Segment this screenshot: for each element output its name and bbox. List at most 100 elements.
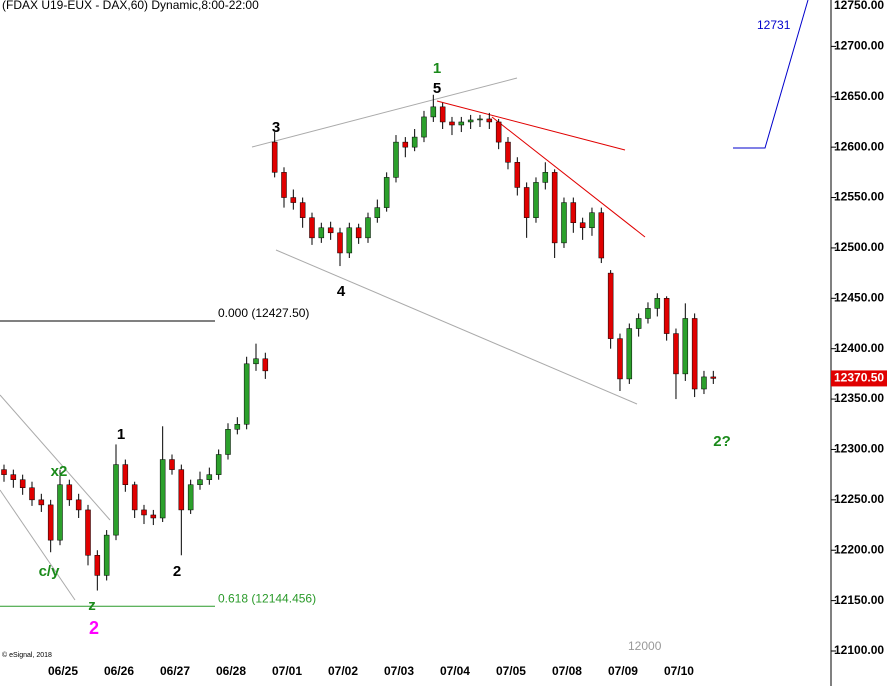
candle-body	[551, 172, 558, 244]
x-tick-label: 07/10	[664, 664, 694, 678]
candle-body	[150, 514, 157, 519]
candle-body	[75, 499, 82, 511]
candle-body	[131, 484, 138, 511]
candle-body	[421, 116, 427, 138]
y-tick-label: 12650.00	[834, 89, 884, 103]
candle-body	[701, 376, 707, 390]
candle-body	[505, 141, 511, 163]
candle-body	[570, 202, 577, 223]
trend-line	[0, 489, 76, 601]
candle-body	[262, 358, 269, 372]
wave-label: c/y	[39, 563, 61, 580]
chart-title: (FDAX U19-EUX - DAX,60) Dynamic,8:00-22:…	[2, 0, 259, 12]
candle-body	[337, 232, 343, 254]
y-tick-label: 12350.00	[834, 391, 884, 405]
y-tick-label: 12750.00	[834, 0, 884, 12]
y-tick-label: 12450.00	[834, 290, 884, 304]
candle-body	[94, 555, 101, 576]
candle-body	[355, 227, 362, 239]
trend-line	[251, 77, 518, 148]
wave-label: 4	[337, 283, 346, 300]
level-label: 0.000 (12427.50)	[218, 306, 309, 320]
candle-body	[225, 429, 231, 455]
candle-body	[103, 534, 110, 576]
x-tick-label: 07/09	[608, 664, 638, 678]
x-tick-label: 06/27	[160, 664, 190, 678]
candle-body	[187, 484, 194, 511]
candle-body	[645, 308, 651, 319]
candle-body	[682, 318, 689, 375]
candle-body	[1, 469, 7, 475]
candle-body	[215, 454, 222, 475]
candle-body	[243, 363, 250, 425]
candle-body	[374, 207, 381, 218]
candle-body	[626, 328, 633, 380]
x-tick-label: 07/08	[552, 664, 582, 678]
last-price-label: 12370.50	[834, 371, 884, 385]
candle-body	[402, 141, 409, 148]
y-tick-label: 12600.00	[834, 139, 884, 153]
wave-label: 2	[173, 563, 181, 580]
footnote: 12000	[628, 639, 662, 653]
level-label: 0.618 (12144.456)	[218, 591, 316, 605]
projection-line	[733, 0, 809, 149]
wave-label: x2	[51, 463, 68, 480]
y-tick-label: 12200.00	[834, 542, 884, 556]
candle-body	[673, 333, 679, 375]
wave-label: 5	[433, 80, 441, 97]
y-tick-label: 12100.00	[834, 643, 884, 657]
wave-label: 1	[117, 426, 125, 443]
y-tick-label: 12150.00	[834, 593, 884, 607]
candle-body	[206, 474, 213, 480]
candle-body	[411, 136, 418, 148]
target-label: 12731	[757, 18, 791, 32]
copyright: © eSignal, 2018	[2, 651, 52, 659]
wave-label: 3	[272, 119, 280, 136]
candle-body	[477, 118, 483, 121]
candle-body	[654, 298, 661, 309]
trend-line	[436, 100, 626, 151]
candle-body	[607, 272, 614, 339]
candle-body	[617, 338, 623, 380]
candle-body	[19, 479, 26, 489]
candle-body	[178, 469, 185, 511]
candle-body	[365, 217, 371, 239]
x-tick-label: 07/01	[272, 664, 302, 678]
candle-body	[281, 172, 287, 198]
candle-body	[318, 227, 325, 239]
candle-body	[122, 464, 129, 485]
candle-body	[383, 177, 390, 208]
candle-body	[430, 106, 437, 118]
trend-line	[0, 394, 111, 521]
candle-body	[141, 509, 147, 516]
candle-body	[290, 197, 297, 203]
candle-body	[514, 162, 521, 188]
candle-body	[579, 222, 586, 229]
candle-body	[533, 182, 539, 218]
y-tick-label: 12550.00	[834, 190, 884, 204]
candle-body	[234, 424, 241, 430]
candle-body	[299, 202, 306, 218]
candle-body	[113, 464, 119, 536]
candle-body	[486, 118, 493, 123]
candle-body	[449, 121, 455, 126]
candle-body	[327, 227, 334, 234]
candle-body	[393, 141, 399, 178]
last-price-box	[831, 370, 887, 387]
x-tick-label: 06/25	[48, 664, 78, 678]
candle-body	[710, 376, 717, 379]
y-tick-label: 12400.00	[834, 341, 884, 355]
candle-body	[29, 487, 35, 501]
x-tick-label: 07/02	[328, 664, 358, 678]
candle-body	[598, 212, 605, 259]
wave-label: 1	[433, 60, 441, 77]
trend-line	[275, 249, 638, 405]
candle-body	[346, 227, 353, 254]
candle-body	[691, 318, 698, 390]
candle-body	[271, 141, 278, 173]
candle-body	[253, 358, 259, 365]
wave-label: 2	[89, 618, 99, 638]
candle-body	[467, 119, 474, 123]
candle-body	[57, 484, 63, 541]
x-tick-label: 07/05	[496, 664, 526, 678]
